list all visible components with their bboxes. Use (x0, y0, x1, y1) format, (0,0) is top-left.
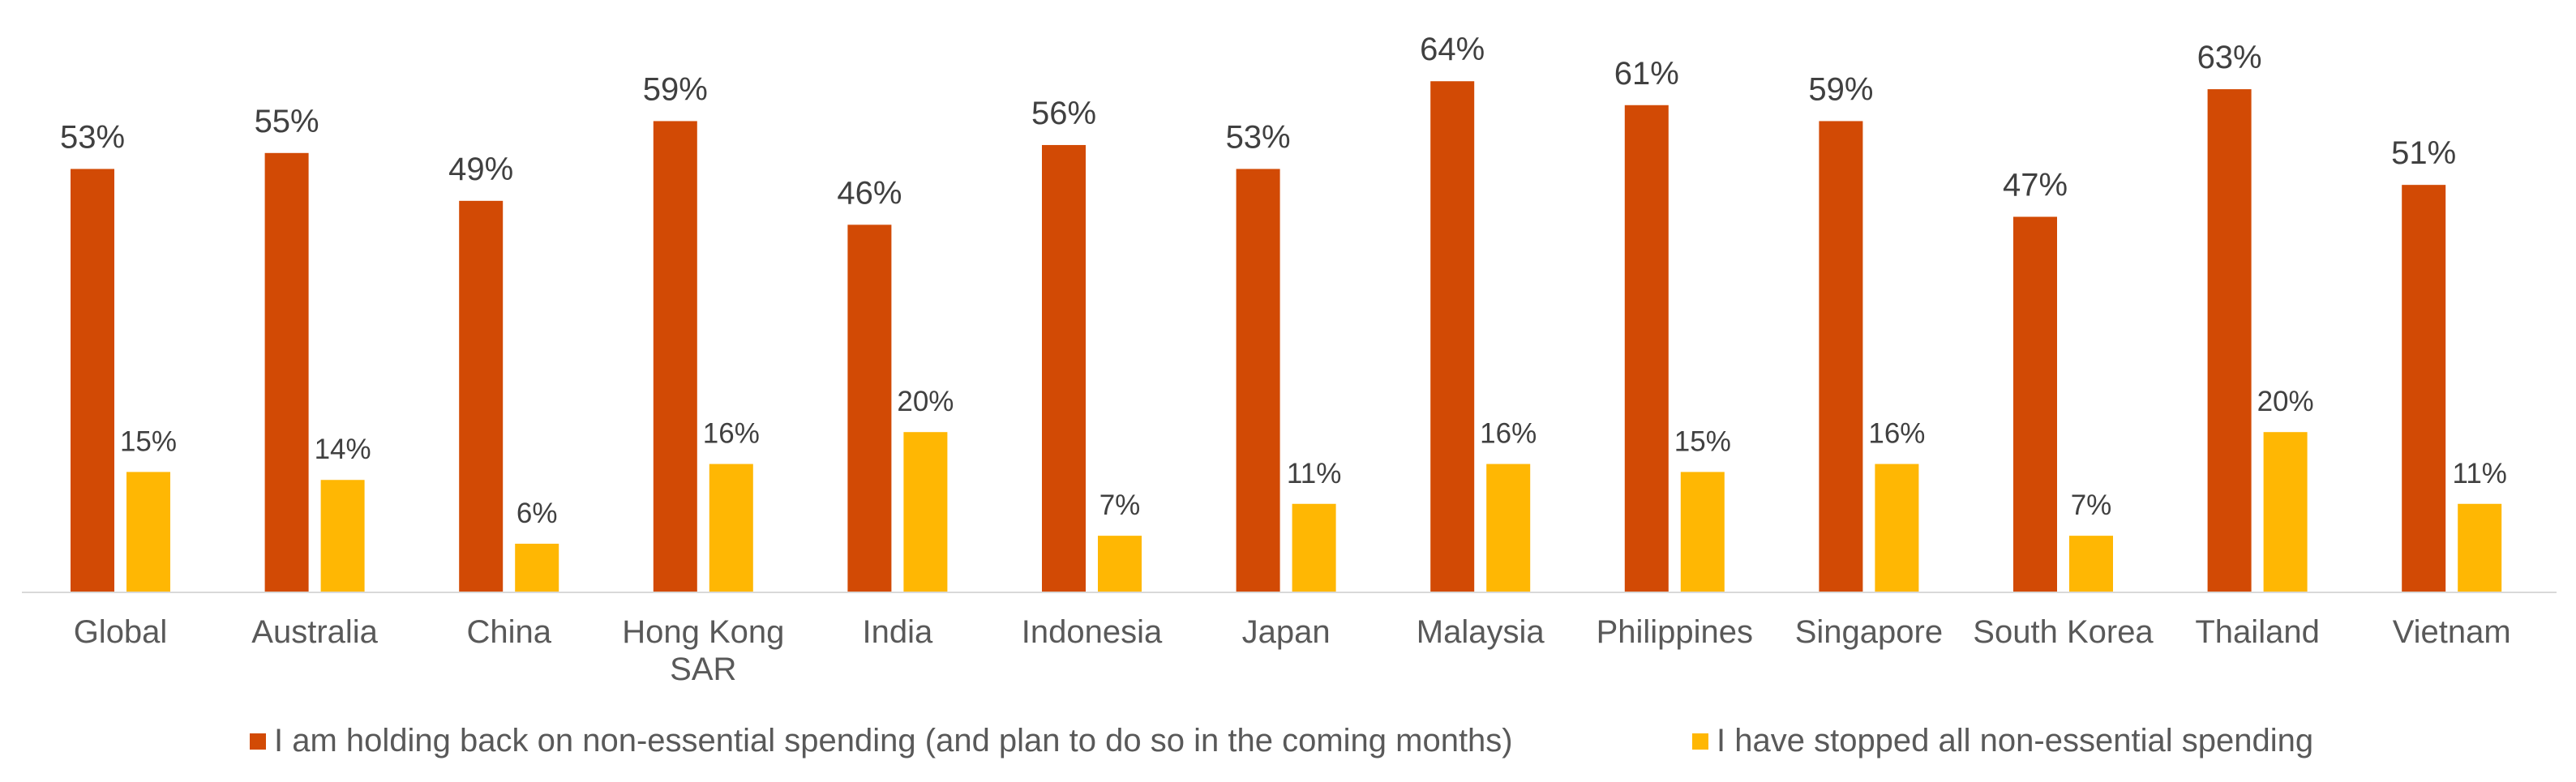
data-label-stopped-vietnam: 11% (2452, 458, 2506, 489)
data-label-holding-back-global: 53% (60, 119, 125, 155)
bar-stopped-indonesia (1098, 536, 1142, 592)
bar-stopped-global (126, 472, 170, 592)
bar-stopped-vietnam (2458, 503, 2502, 592)
data-label-stopped-malaysia: 16% (1480, 418, 1537, 450)
data-label-holding-back-india: 46% (837, 175, 902, 211)
bar-stopped-japan (1292, 503, 1336, 592)
data-label-holding-back-vietnam: 51% (2391, 135, 2456, 171)
bar-holding-back-india (847, 224, 892, 592)
data-label-holding-back-hong-kong-sar: 59% (643, 71, 708, 107)
legend-swatch-stopped (1692, 733, 1708, 750)
bar-stopped-hong-kong-sar (709, 464, 753, 592)
category-label-indonesia: Indonesia (1022, 614, 1163, 650)
legend-label-holding-back: I am holding back on non-essential spend… (274, 723, 1513, 758)
bar-holding-back-japan (1236, 169, 1280, 592)
data-label-stopped-australia: 14% (315, 434, 371, 465)
bar-holding-back-vietnam (2402, 185, 2446, 592)
data-label-stopped-china: 6% (516, 498, 558, 529)
category-label-philippines: Philippines (1597, 614, 1753, 650)
category-label-japan: Japan (1242, 614, 1331, 650)
category-label-india: India (863, 614, 933, 650)
category-label-vietnam: Vietnam (2393, 614, 2511, 650)
data-label-holding-back-south-korea: 47% (2003, 168, 2068, 203)
data-label-stopped-japan: 11% (1287, 458, 1341, 489)
data-label-stopped-global: 15% (120, 425, 177, 457)
data-label-stopped-philippines: 15% (1674, 425, 1731, 457)
data-label-stopped-singapore: 16% (1868, 418, 1925, 450)
data-label-holding-back-china: 49% (448, 152, 513, 187)
data-label-holding-back-indonesia: 56% (1031, 96, 1096, 131)
data-label-holding-back-thailand: 63% (2197, 40, 2262, 75)
data-label-holding-back-australia: 55% (255, 104, 319, 139)
bar-stopped-india (903, 432, 948, 592)
data-label-holding-back-singapore: 59% (1808, 71, 1873, 107)
bar-stopped-south-korea (2069, 536, 2113, 592)
data-label-stopped-thailand: 20% (2257, 386, 2314, 417)
category-label-south-korea: South Korea (1973, 614, 2154, 650)
data-label-holding-back-philippines: 61% (1614, 56, 1679, 92)
data-label-stopped-indonesia: 7% (1099, 489, 1141, 521)
bar-holding-back-australia (264, 152, 309, 592)
legend-item-holding-back: I am holding back on non-essential spend… (250, 723, 1513, 759)
bar-stopped-philippines (1680, 472, 1725, 592)
category-label-hong-kong-sar: Hong Kong SAR (622, 614, 784, 687)
bar-holding-back-global (71, 169, 114, 592)
bar-holding-back-indonesia (1042, 144, 1086, 592)
bars-layer (71, 81, 2502, 592)
data-label-holding-back-japan: 53% (1226, 119, 1291, 155)
data-label-stopped-hong-kong-sar: 16% (703, 418, 760, 450)
data-label-stopped-india: 20% (897, 386, 954, 417)
data-label-stopped-south-korea: 7% (2071, 489, 2112, 521)
bar-stopped-thailand (2263, 432, 2308, 592)
category-label-china: China (466, 614, 551, 650)
bar-holding-back-thailand (2207, 89, 2252, 592)
category-label-thailand: Thailand (2195, 614, 2319, 650)
category-label-global: Global (74, 614, 168, 650)
bar-stopped-australia (320, 480, 365, 592)
bar-holding-back-china (459, 200, 504, 592)
bar-stopped-malaysia (1486, 464, 1531, 592)
legend-label-stopped: I have stopped all non-essential spendin… (1717, 723, 2314, 758)
legend: I am holding back on non-essential spend… (0, 723, 2576, 763)
category-labels-layer: Global Australia China Hong Kong SAR India Ind… (74, 614, 2511, 687)
bar-stopped-china (515, 543, 559, 592)
bar-holding-back-singapore (1819, 121, 1863, 592)
data-labels-layer: 53% 15% 55% 14% 49% 6% 59% 16% 46% 20% 56% 7% 53% 11%… (60, 32, 2507, 529)
category-label-singapore: Singapore (1795, 614, 1943, 650)
bar-holding-back-hong-kong-sar (653, 121, 697, 592)
legend-swatch-holding-back (250, 733, 266, 750)
category-label-malaysia: Malaysia (1417, 614, 1545, 650)
legend-item-stopped: I have stopped all non-essential spendin… (1692, 723, 2313, 759)
bar-holding-back-malaysia (1430, 81, 1475, 592)
data-label-holding-back-malaysia: 64% (1420, 32, 1485, 67)
bar-holding-back-south-korea (2013, 216, 2057, 592)
category-label-australia: Australia (251, 614, 378, 650)
bar-stopped-singapore (1875, 464, 1919, 592)
bar-holding-back-philippines (1624, 105, 1669, 592)
